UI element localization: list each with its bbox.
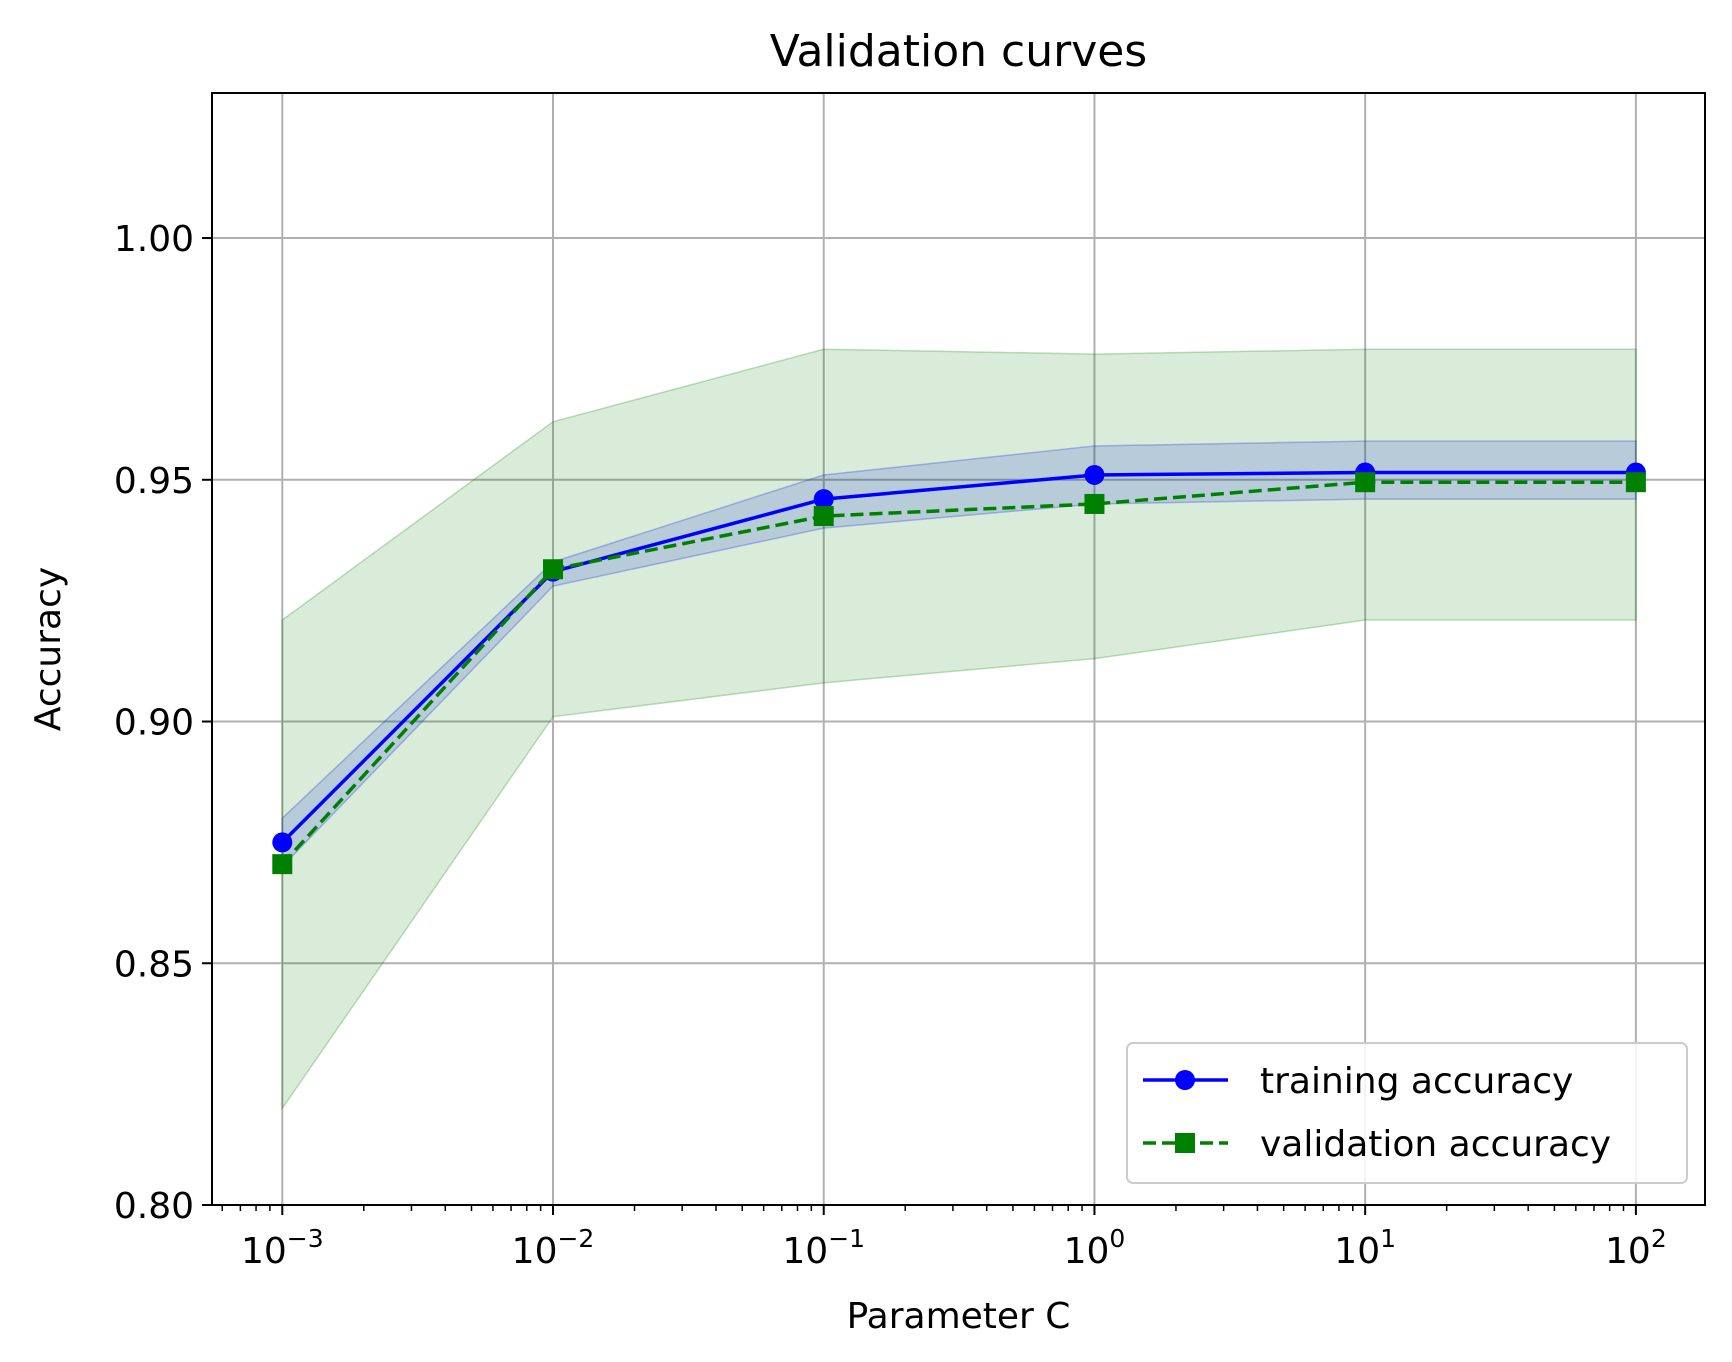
- x-axis-label: Parameter C: [847, 1296, 1071, 1337]
- y-tick-label: 1.00: [114, 219, 194, 260]
- data-point-validation: [1355, 472, 1376, 493]
- data-point-training: [1084, 464, 1105, 485]
- y-tick-label: 0.85: [114, 944, 194, 985]
- y-tick-label: 0.95: [114, 461, 194, 502]
- y-tick-label: 0.90: [114, 703, 194, 744]
- legend-label-training: training accuracy: [1260, 1061, 1573, 1102]
- data-point-validation: [543, 559, 564, 580]
- tick-layer: 0.80 0.85 0.90 0.95 1.00 10−3 10−2 10−1 100 101 10…: [114, 219, 1667, 1272]
- series-line-validation: [280, 480, 1636, 866]
- line-layer: [280, 470, 1636, 866]
- data-point-training: [813, 489, 834, 510]
- legend: training accuracy validation accuracy: [1126, 1042, 1688, 1184]
- data-point-validation: [272, 854, 293, 875]
- confidence-band-training: [281, 440, 1637, 869]
- x-tick-label: 100: [1064, 1224, 1126, 1272]
- legend-marker-validation: [1175, 1133, 1195, 1153]
- data-point-validation: [1084, 493, 1105, 514]
- x-tick-label: 10−3: [241, 1224, 324, 1272]
- y-tick-label: 0.80: [114, 1186, 194, 1227]
- legend-box: [1126, 1042, 1688, 1184]
- data-point-validation: [1625, 472, 1646, 493]
- data-point-training: [272, 832, 293, 853]
- legend-marker-training: [1175, 1070, 1195, 1090]
- plot-frame: [211, 92, 1706, 1206]
- confidence-band-validation: [281, 348, 1637, 1111]
- x-tick-label: 101: [1334, 1224, 1396, 1272]
- data-point-validation: [813, 506, 834, 527]
- x-tick-label: 102: [1605, 1224, 1667, 1272]
- y-axis-label: Accuracy: [28, 567, 69, 731]
- x-tick-label: 10−1: [782, 1224, 865, 1272]
- marker-layer: [272, 462, 1646, 875]
- x-tick-label: 10−2: [512, 1224, 595, 1272]
- chart-title: Validation curves: [770, 26, 1147, 77]
- band-layer: [281, 348, 1637, 1111]
- legend-label-validation: validation accuracy: [1260, 1124, 1611, 1165]
